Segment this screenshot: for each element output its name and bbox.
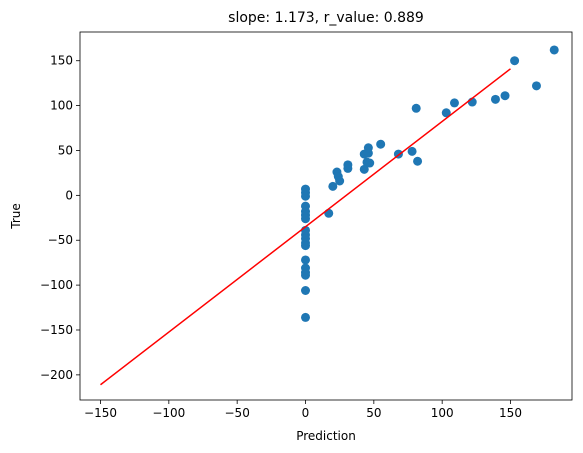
scatter-point xyxy=(359,164,369,174)
scatter-point xyxy=(301,270,310,280)
scatter-point xyxy=(490,94,500,104)
scatter-point xyxy=(301,285,310,295)
y-tick-label: −100 xyxy=(40,278,73,292)
y-tick-label: −150 xyxy=(40,323,73,337)
scatter-point xyxy=(500,91,510,101)
scatter-point xyxy=(324,208,334,218)
scatter-point xyxy=(413,156,423,166)
x-axis: −150 −100 −50 0 50 100 150 xyxy=(84,400,522,420)
scatter-points xyxy=(301,45,559,322)
scatter-point xyxy=(301,241,310,251)
scatter-point xyxy=(365,158,375,168)
scatter-point xyxy=(441,108,451,118)
scatter-point xyxy=(301,255,310,265)
y-axis-label: True xyxy=(9,203,23,230)
scatter-point xyxy=(335,176,345,186)
y-tick-label: 150 xyxy=(50,54,73,68)
scatter-point xyxy=(510,56,520,66)
x-tick-label: 50 xyxy=(366,406,381,420)
scatter-point xyxy=(531,81,541,91)
scatter-point xyxy=(363,143,373,153)
y-tick-label: 0 xyxy=(65,188,73,202)
scatter-point xyxy=(376,139,386,149)
scatter-point xyxy=(343,160,353,170)
scatter-point xyxy=(328,181,338,191)
y-tick-label: 100 xyxy=(50,99,73,113)
x-tick-label: 150 xyxy=(499,406,522,420)
x-tick-label: −100 xyxy=(152,406,185,420)
plot-area xyxy=(79,31,573,401)
scatter-point xyxy=(549,45,559,55)
y-tick-label: −200 xyxy=(40,368,73,382)
scatter-point xyxy=(301,191,310,201)
scatter-point xyxy=(301,312,310,322)
scatter-point xyxy=(449,98,459,108)
scatter-point xyxy=(411,103,421,113)
chart-title: slope: 1.173, r_value: 0.889 xyxy=(228,10,424,26)
scatter-point xyxy=(407,146,417,156)
x-tick-label: −150 xyxy=(84,406,117,420)
x-axis-label: Prediction xyxy=(296,429,356,443)
x-tick-label: 0 xyxy=(302,406,310,420)
regression-line xyxy=(100,68,511,386)
x-tick-label: −50 xyxy=(225,406,250,420)
y-tick-label: 50 xyxy=(58,143,73,157)
y-tick-label: −50 xyxy=(48,233,73,247)
x-tick-label: 100 xyxy=(431,406,454,420)
scatter-point xyxy=(301,214,310,224)
y-axis: −200 −150 −100 −50 0 50 100 150 xyxy=(40,54,80,382)
